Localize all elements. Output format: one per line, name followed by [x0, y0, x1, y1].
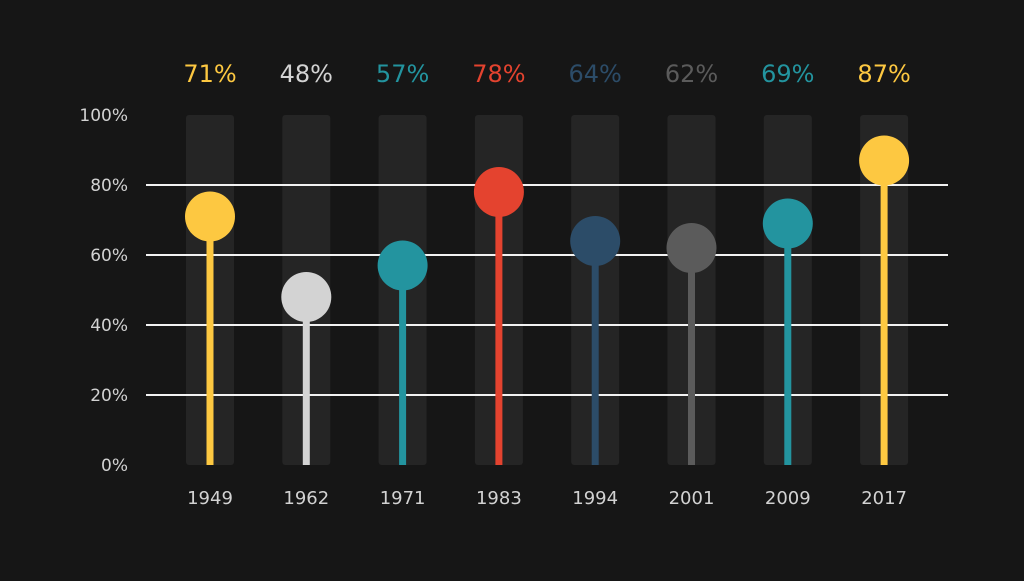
- value-labels-layer: 71% 48% 57% 78% 64% 62% 69% 87%: [183, 60, 910, 88]
- stem-1983: [495, 192, 503, 465]
- dot-1962: [281, 272, 332, 322]
- stem-1949: [206, 216, 214, 465]
- dot-1994: [570, 216, 621, 266]
- value-label: 87%: [857, 60, 910, 88]
- value-label: 69%: [761, 60, 814, 88]
- x-tick-label: 2017: [861, 488, 907, 509]
- dot-2009: [762, 198, 813, 249]
- value-label: 62%: [665, 60, 718, 88]
- stem-1971: [399, 265, 407, 465]
- value-label: 64%: [569, 60, 622, 88]
- dot-1971: [377, 240, 428, 291]
- y-tick-label: 0%: [101, 456, 128, 476]
- dot-2017: [859, 135, 910, 186]
- x-tick-label: 2001: [669, 488, 715, 509]
- x-tick-label: 1971: [380, 488, 426, 509]
- stem-2017: [880, 160, 888, 465]
- stem-1962: [302, 297, 310, 465]
- stem-1994: [591, 241, 599, 465]
- x-axis-ticks: 1949 1962 1971 1983 1994 2001 2009 2017: [187, 488, 907, 509]
- stem-2001: [688, 248, 695, 465]
- y-tick-label: 100%: [79, 106, 128, 126]
- y-tick-label: 40%: [90, 316, 128, 336]
- x-tick-label: 1994: [572, 488, 618, 509]
- dot-1983: [473, 167, 524, 217]
- y-tick-label: 20%: [90, 386, 128, 406]
- value-label: 71%: [183, 60, 236, 88]
- value-label: 57%: [376, 60, 429, 88]
- y-tick-label: 60%: [90, 246, 128, 266]
- x-tick-label: 1983: [476, 488, 522, 509]
- x-tick-label: 1949: [187, 488, 233, 509]
- stem-2009: [784, 223, 792, 465]
- value-label: 48%: [280, 60, 333, 88]
- y-tick-label: 80%: [90, 176, 128, 196]
- gridlines-layer: [146, 184, 948, 396]
- x-tick-label: 1962: [283, 488, 329, 509]
- x-tick-label: 2009: [765, 488, 811, 509]
- y-axis-ticks: 0% 20% 40% 60% 80% 100%: [79, 106, 128, 476]
- dot-1949: [185, 191, 235, 242]
- stems-layer: [185, 135, 910, 465]
- value-label: 78%: [472, 60, 525, 88]
- dot-2001: [666, 223, 717, 273]
